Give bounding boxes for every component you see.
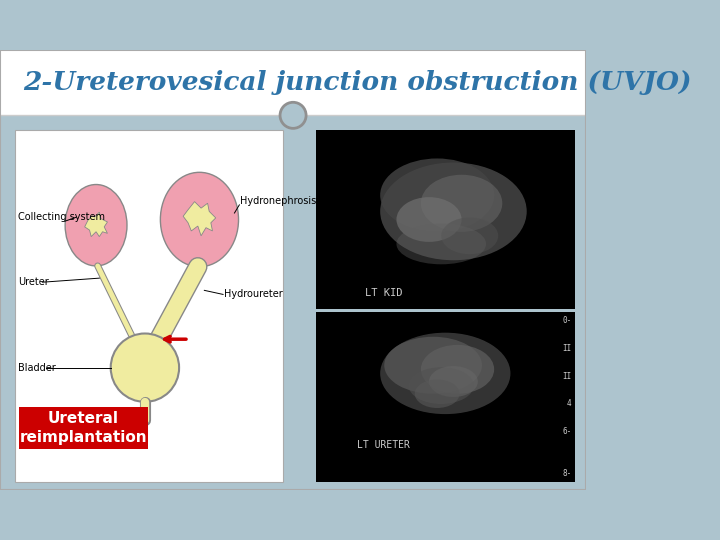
FancyBboxPatch shape [316, 312, 575, 482]
Ellipse shape [161, 172, 238, 267]
FancyBboxPatch shape [19, 407, 148, 449]
Text: Hydronephrosis: Hydronephrosis [240, 196, 316, 206]
Text: 2-Ureterovesical junction obstruction (UVJO): 2-Ureterovesical junction obstruction (U… [23, 70, 691, 95]
Ellipse shape [421, 175, 503, 232]
Text: Hydroureter: Hydroureter [224, 289, 283, 299]
FancyBboxPatch shape [14, 130, 283, 482]
Ellipse shape [441, 218, 498, 254]
Text: 8-: 8- [562, 469, 572, 478]
FancyBboxPatch shape [0, 116, 586, 490]
Ellipse shape [429, 366, 478, 397]
Ellipse shape [409, 367, 474, 404]
Ellipse shape [397, 224, 486, 264]
Ellipse shape [380, 333, 510, 414]
Text: 0-: 0- [562, 316, 572, 325]
FancyBboxPatch shape [0, 50, 586, 116]
Ellipse shape [397, 197, 462, 242]
Text: LT KID: LT KID [365, 288, 402, 298]
Circle shape [280, 102, 306, 129]
Ellipse shape [415, 380, 459, 408]
Text: Ureteral
reimplantation: Ureteral reimplantation [19, 410, 148, 445]
Text: II: II [562, 372, 572, 381]
Ellipse shape [380, 158, 494, 232]
Text: 4: 4 [567, 400, 572, 408]
Text: Collecting system: Collecting system [18, 212, 105, 222]
FancyBboxPatch shape [316, 130, 575, 309]
Text: Ureter: Ureter [18, 277, 49, 287]
Ellipse shape [65, 185, 127, 266]
Circle shape [111, 334, 179, 402]
Ellipse shape [384, 337, 482, 394]
Polygon shape [85, 212, 107, 237]
Ellipse shape [380, 163, 527, 260]
Text: Bladder: Bladder [18, 363, 55, 373]
Text: LT URETER: LT URETER [356, 440, 410, 450]
Ellipse shape [421, 345, 494, 394]
Polygon shape [183, 201, 216, 236]
Text: 6-: 6- [562, 427, 572, 436]
Text: II: II [562, 344, 572, 353]
